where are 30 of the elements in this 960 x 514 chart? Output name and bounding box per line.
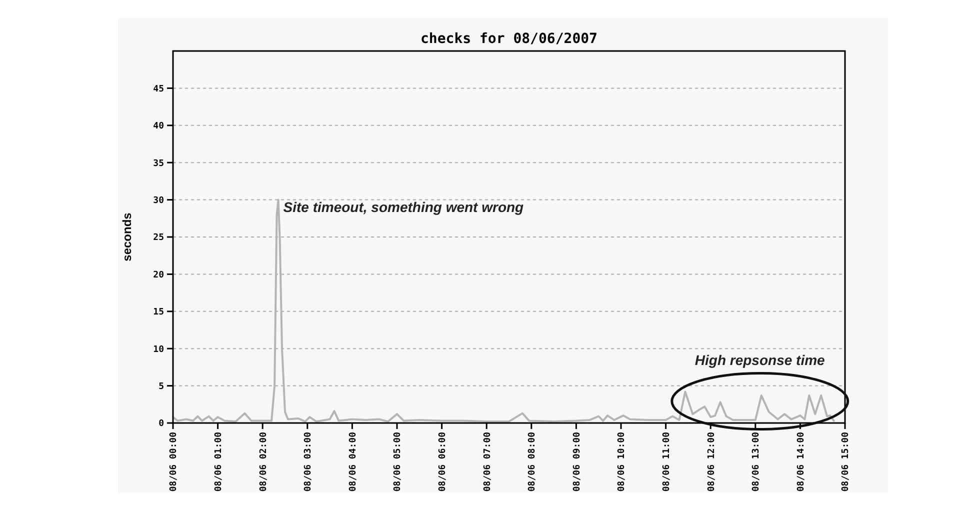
y-tick-label: 25	[153, 233, 164, 244]
y-tick-label: 35	[153, 158, 164, 169]
x-tick-label: 08/06 00:00	[169, 432, 180, 492]
y-tick-label: 40	[153, 122, 164, 132]
x-tick-label: 08/06 05:00	[393, 432, 404, 492]
x-tick-label: 08/06 06:00	[438, 432, 448, 492]
x-tick-label: 08/06 12:00	[706, 432, 717, 492]
y-tick-label: 10	[153, 344, 164, 355]
x-tick-label: 08/06 02:00	[258, 432, 269, 492]
x-tick-label: 08/06 11:00	[662, 432, 672, 492]
y-tick-label: 0	[158, 419, 164, 430]
x-tick-label: 08/06 01:00	[214, 432, 224, 492]
x-tick-label: 08/06 04:00	[348, 432, 358, 492]
y-axis-title: seconds	[120, 212, 134, 262]
x-tick-label: 08/06 10:00	[617, 432, 628, 492]
x-tick-label: 08/06 13:00	[752, 432, 762, 492]
x-tick-label: 08/06 09:00	[572, 432, 582, 492]
annotation: High repsonse time	[694, 352, 826, 368]
x-tick-label: 08/06 14:00	[796, 432, 806, 492]
y-tick-label: 30	[153, 196, 164, 206]
x-tick-label: 08/06 03:00	[304, 432, 314, 492]
y-tick-label: 45	[153, 84, 164, 94]
chart-title: checks for 08/06/2007	[420, 31, 598, 47]
x-tick-label: 08/06 15:00	[841, 432, 852, 492]
annotation: Site timeout, something went wrong	[283, 198, 524, 215]
y-tick-label: 5	[158, 382, 164, 392]
x-tick-label: 08/06 07:00	[482, 432, 493, 492]
x-tick-label: 08/06 08:00	[528, 432, 538, 492]
y-tick-label: 15	[153, 308, 164, 318]
y-tick-label: 20	[153, 270, 164, 280]
